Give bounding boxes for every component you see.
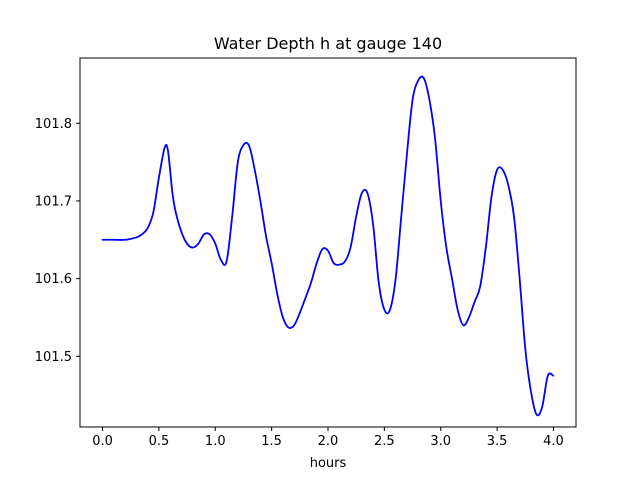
- y-tick-label: 101.8: [35, 117, 72, 132]
- x-tick-label: 0.0: [92, 434, 113, 449]
- x-axis-label: hours: [310, 456, 347, 471]
- y-tick-label: 101.7: [35, 194, 72, 209]
- axis-ticks: [76, 122, 554, 431]
- chart-title: Water Depth h at gauge 140: [214, 34, 442, 53]
- x-tick-label: 3.0: [430, 434, 451, 449]
- x-tick-label: 4.0: [543, 434, 564, 449]
- x-tick-labels: 0.0 0.5 1.0 1.5 2.0 2.5 3.0 3.5 4.0: [92, 434, 564, 449]
- y-tick-label: 101.6: [35, 272, 72, 287]
- y-tick-labels: 101.5 101.6 101.7 101.8: [35, 117, 72, 365]
- y-tick-label: 101.5: [35, 350, 72, 365]
- x-tick-label: 2.0: [318, 434, 339, 449]
- x-tick-label: 2.5: [374, 434, 395, 449]
- x-tick-label: 3.5: [487, 434, 508, 449]
- x-tick-label: 1.5: [261, 434, 282, 449]
- x-tick-label: 0.5: [149, 434, 170, 449]
- x-tick-label: 1.0: [205, 434, 226, 449]
- plot-frame: [79, 57, 577, 428]
- series-line: [101, 75, 555, 417]
